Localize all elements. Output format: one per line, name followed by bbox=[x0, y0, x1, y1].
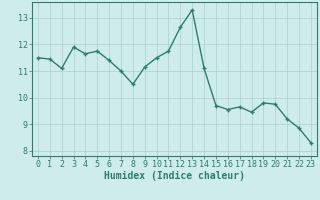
X-axis label: Humidex (Indice chaleur): Humidex (Indice chaleur) bbox=[104, 171, 245, 181]
